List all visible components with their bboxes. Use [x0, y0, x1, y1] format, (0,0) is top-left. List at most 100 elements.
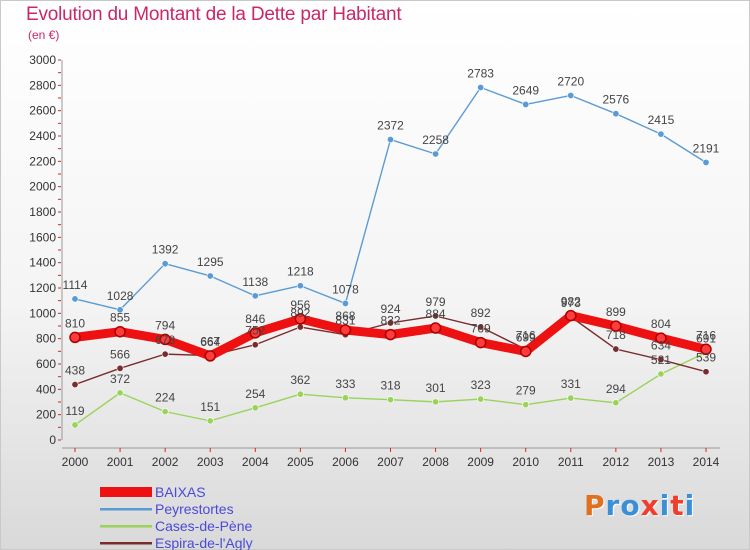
data-point-espira-de-l-agly: [296, 323, 304, 331]
data-point-peyrestortes: [341, 299, 349, 307]
y-tick-label: 1800: [29, 205, 56, 219]
axes: 0 200 400 600 800 1000 1200 1400 1600 1800 2000 220…: [29, 53, 720, 469]
y-tick-label: 0: [49, 433, 56, 447]
x-tick-label: 2000: [62, 455, 89, 469]
data-label-cases-de-p-ne: 372: [110, 372, 130, 386]
data-label-baixas: 956: [290, 298, 310, 312]
x-tick-label: 2011: [558, 455, 584, 469]
logo-letter: r: [605, 489, 621, 522]
data-point-baixas: [114, 325, 126, 338]
x-tick-label: 2002: [152, 455, 179, 469]
data-point-espira-de-l-agly: [477, 323, 485, 331]
data-label-peyrestortes: 2720: [557, 74, 584, 88]
data-point-baixas: [610, 320, 622, 332]
data-label-baixas: 804: [651, 317, 671, 331]
data-label-peyrestortes: 1078: [332, 282, 359, 296]
logo-letter: i: [659, 489, 671, 522]
data-point-peyrestortes: [206, 272, 214, 280]
data-label-cases-de-p-ne: 521: [651, 353, 671, 367]
data-point-espira-de-l-agly: [161, 350, 169, 358]
data-point-cases-de-p-ne: [522, 401, 530, 409]
legend-label: BAIXAS: [155, 484, 206, 500]
logo-letter: x: [640, 489, 660, 522]
y-tick-label: 2600: [29, 104, 56, 118]
data-point-cases-de-p-ne: [71, 421, 79, 429]
data-label-cases-de-p-ne: 331: [561, 377, 581, 391]
data-label-peyrestortes: 2415: [648, 113, 675, 127]
y-tick-label: 3000: [29, 53, 56, 67]
data-point-espira-de-l-agly: [71, 381, 79, 389]
data-label-espira-de-l-agly: 539: [696, 351, 716, 365]
data-point-peyrestortes: [386, 136, 394, 144]
unit-label: (en €): [28, 28, 60, 42]
data-label-baixas: 794: [155, 318, 175, 332]
legend-label: Cases-de-Pène: [155, 518, 252, 534]
data-point-cases-de-p-ne: [296, 390, 304, 398]
y-tick-label: 1000: [29, 306, 56, 320]
data-point-cases-de-p-ne: [657, 370, 665, 378]
data-label-baixas: 899: [606, 305, 626, 319]
data-label-baixas: 716: [696, 328, 716, 342]
data-point-baixas: [700, 343, 712, 356]
data-label-peyrestortes: 2576: [603, 93, 630, 107]
x-tick-label: 2001: [107, 455, 134, 469]
data-label-cases-de-p-ne: 318: [380, 379, 400, 393]
data-label-peyrestortes: 2258: [422, 133, 449, 147]
data-point-peyrestortes: [71, 295, 79, 303]
data-point-baixas: [429, 322, 442, 334]
data-point-cases-de-p-ne: [206, 417, 214, 425]
data-label-baixas: 810: [65, 316, 85, 330]
data-point-peyrestortes: [296, 282, 304, 290]
data-label-espira-de-l-agly: 634: [651, 339, 671, 353]
x-tick-label: 2007: [377, 455, 404, 469]
legend-label: Espira-de-l'Agly: [155, 535, 253, 550]
legend-swatch: [100, 542, 152, 545]
data-point-espira-de-l-agly: [702, 368, 710, 376]
x-tick-label: 2006: [332, 455, 359, 469]
data-label-peyrestortes: 1138: [242, 275, 268, 289]
y-tick-label: 1400: [29, 256, 56, 270]
data-label-baixas: 769: [471, 322, 491, 336]
x-tick-label: 2003: [197, 455, 224, 469]
data-label-cases-de-p-ne: 691: [696, 331, 716, 345]
y-tick-label: 2400: [29, 129, 56, 143]
data-label-baixas: 846: [245, 312, 265, 326]
data-point-baixas: [565, 309, 577, 322]
data-point-baixas: [339, 324, 352, 336]
data-label-peyrestortes: 2191: [693, 141, 720, 155]
data-point-baixas: [249, 327, 262, 339]
data-point-cases-de-p-ne: [386, 396, 394, 404]
data-point-espira-de-l-agly: [116, 364, 124, 372]
data-label-cases-de-p-ne: 301: [426, 381, 446, 395]
data-label-cases-de-p-ne: 294: [606, 382, 626, 396]
y-tick-label: 400: [36, 382, 56, 396]
data-label-baixas: 699: [516, 330, 536, 344]
y-tick-label: 2200: [29, 154, 56, 168]
data-point-peyrestortes: [116, 306, 124, 314]
logo-letter: o: [620, 489, 641, 522]
data-label-cases-de-p-ne: 254: [245, 387, 265, 401]
data-label-baixas: 884: [426, 307, 446, 321]
x-tick-label: 2005: [287, 455, 314, 469]
data-label-cases-de-p-ne: 333: [335, 377, 355, 391]
data-point-cases-de-p-ne: [341, 394, 349, 402]
y-tick-label: 800: [36, 332, 56, 346]
data-label-peyrestortes: 1218: [287, 265, 314, 279]
data-label-espira-de-l-agly: 892: [290, 306, 310, 320]
x-tick-label: 2010: [512, 455, 539, 469]
x-tick-label: 2008: [422, 455, 449, 469]
data-point-baixas: [384, 328, 397, 341]
x-tick-label: 2004: [242, 455, 269, 469]
data-label-peyrestortes: 2783: [467, 66, 494, 80]
data-point-espira-de-l-agly: [386, 319, 394, 327]
data-label-espira-de-l-agly: 716: [516, 328, 536, 342]
series-layer: [69, 83, 712, 429]
data-point-baixas: [204, 350, 216, 362]
data-point-baixas: [474, 336, 487, 349]
proxiti-logo: Proxiti: [584, 489, 695, 522]
data-label-peyrestortes: 1392: [152, 243, 179, 257]
data-point-cases-de-p-ne: [161, 408, 169, 416]
data-label-espira-de-l-agly: 924: [380, 302, 400, 316]
y-tick-label: 600: [36, 357, 56, 371]
data-point-cases-de-p-ne: [251, 404, 259, 412]
